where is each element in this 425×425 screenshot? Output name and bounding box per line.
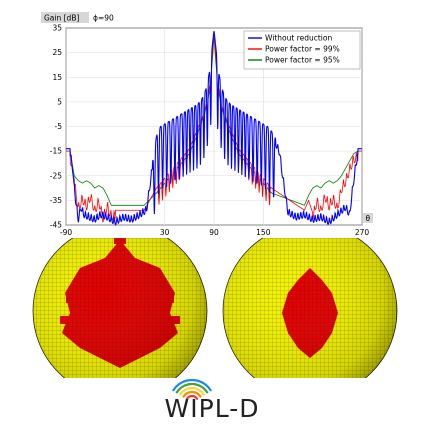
x-tick-label-2: 90 [209,228,219,237]
logo-arc-1 [182,390,202,398]
y-tick-label-6: -25 [50,171,62,180]
logo-arc-2 [179,386,205,396]
y-tick-label-8: -45 [50,221,62,230]
logo-text: WIPL-D [165,394,260,423]
tick-labels: 35 25 15 5 -5 -15 -25 -35 -45-90 30 90 150 270 [50,24,370,238]
theta-label: θ [366,214,371,223]
x-tick-label-1: 30 [160,228,170,237]
wipl-d-logo: WIPL-D [165,378,260,423]
logo-arcs [172,378,212,400]
logo-arc-4 [172,378,212,392]
legend-label-0: Without reduction [265,34,332,43]
logo-arc-0 [185,394,199,400]
series-line-0 [66,31,362,226]
phi-label: ϕ=90 [93,14,114,23]
y-tick-label-2: 15 [52,73,62,82]
y-tick-label-0: 35 [52,24,62,33]
y-tick-label-3: 5 [57,97,62,106]
legend-label-2: Power factor = 95% [265,56,340,65]
y-tick-label-4: -5 [55,122,63,131]
x-tick-label-0: -90 [60,228,72,237]
y-tick-label-1: 25 [52,48,62,57]
legend-label-1: Power factor = 99% [265,45,340,54]
y-axis-label: Gain [dB] [44,14,79,23]
theta-label-box [363,213,373,223]
legend-box [243,30,361,70]
x-tick-label-3: 150 [256,228,271,237]
series-group [66,31,362,226]
legend: Without reduction Power factor = 99% Pow… [243,30,361,70]
logo-arc-3 [175,382,209,394]
sphere-right [222,238,398,378]
sphere-left [32,238,208,378]
mesh-spheres [32,238,398,378]
y-axis-label-box [41,12,89,23]
x-tick-label-4: 270 [355,228,370,237]
y-tick-label-7: -35 [50,196,62,205]
y-tick-label-5: -15 [50,147,62,156]
